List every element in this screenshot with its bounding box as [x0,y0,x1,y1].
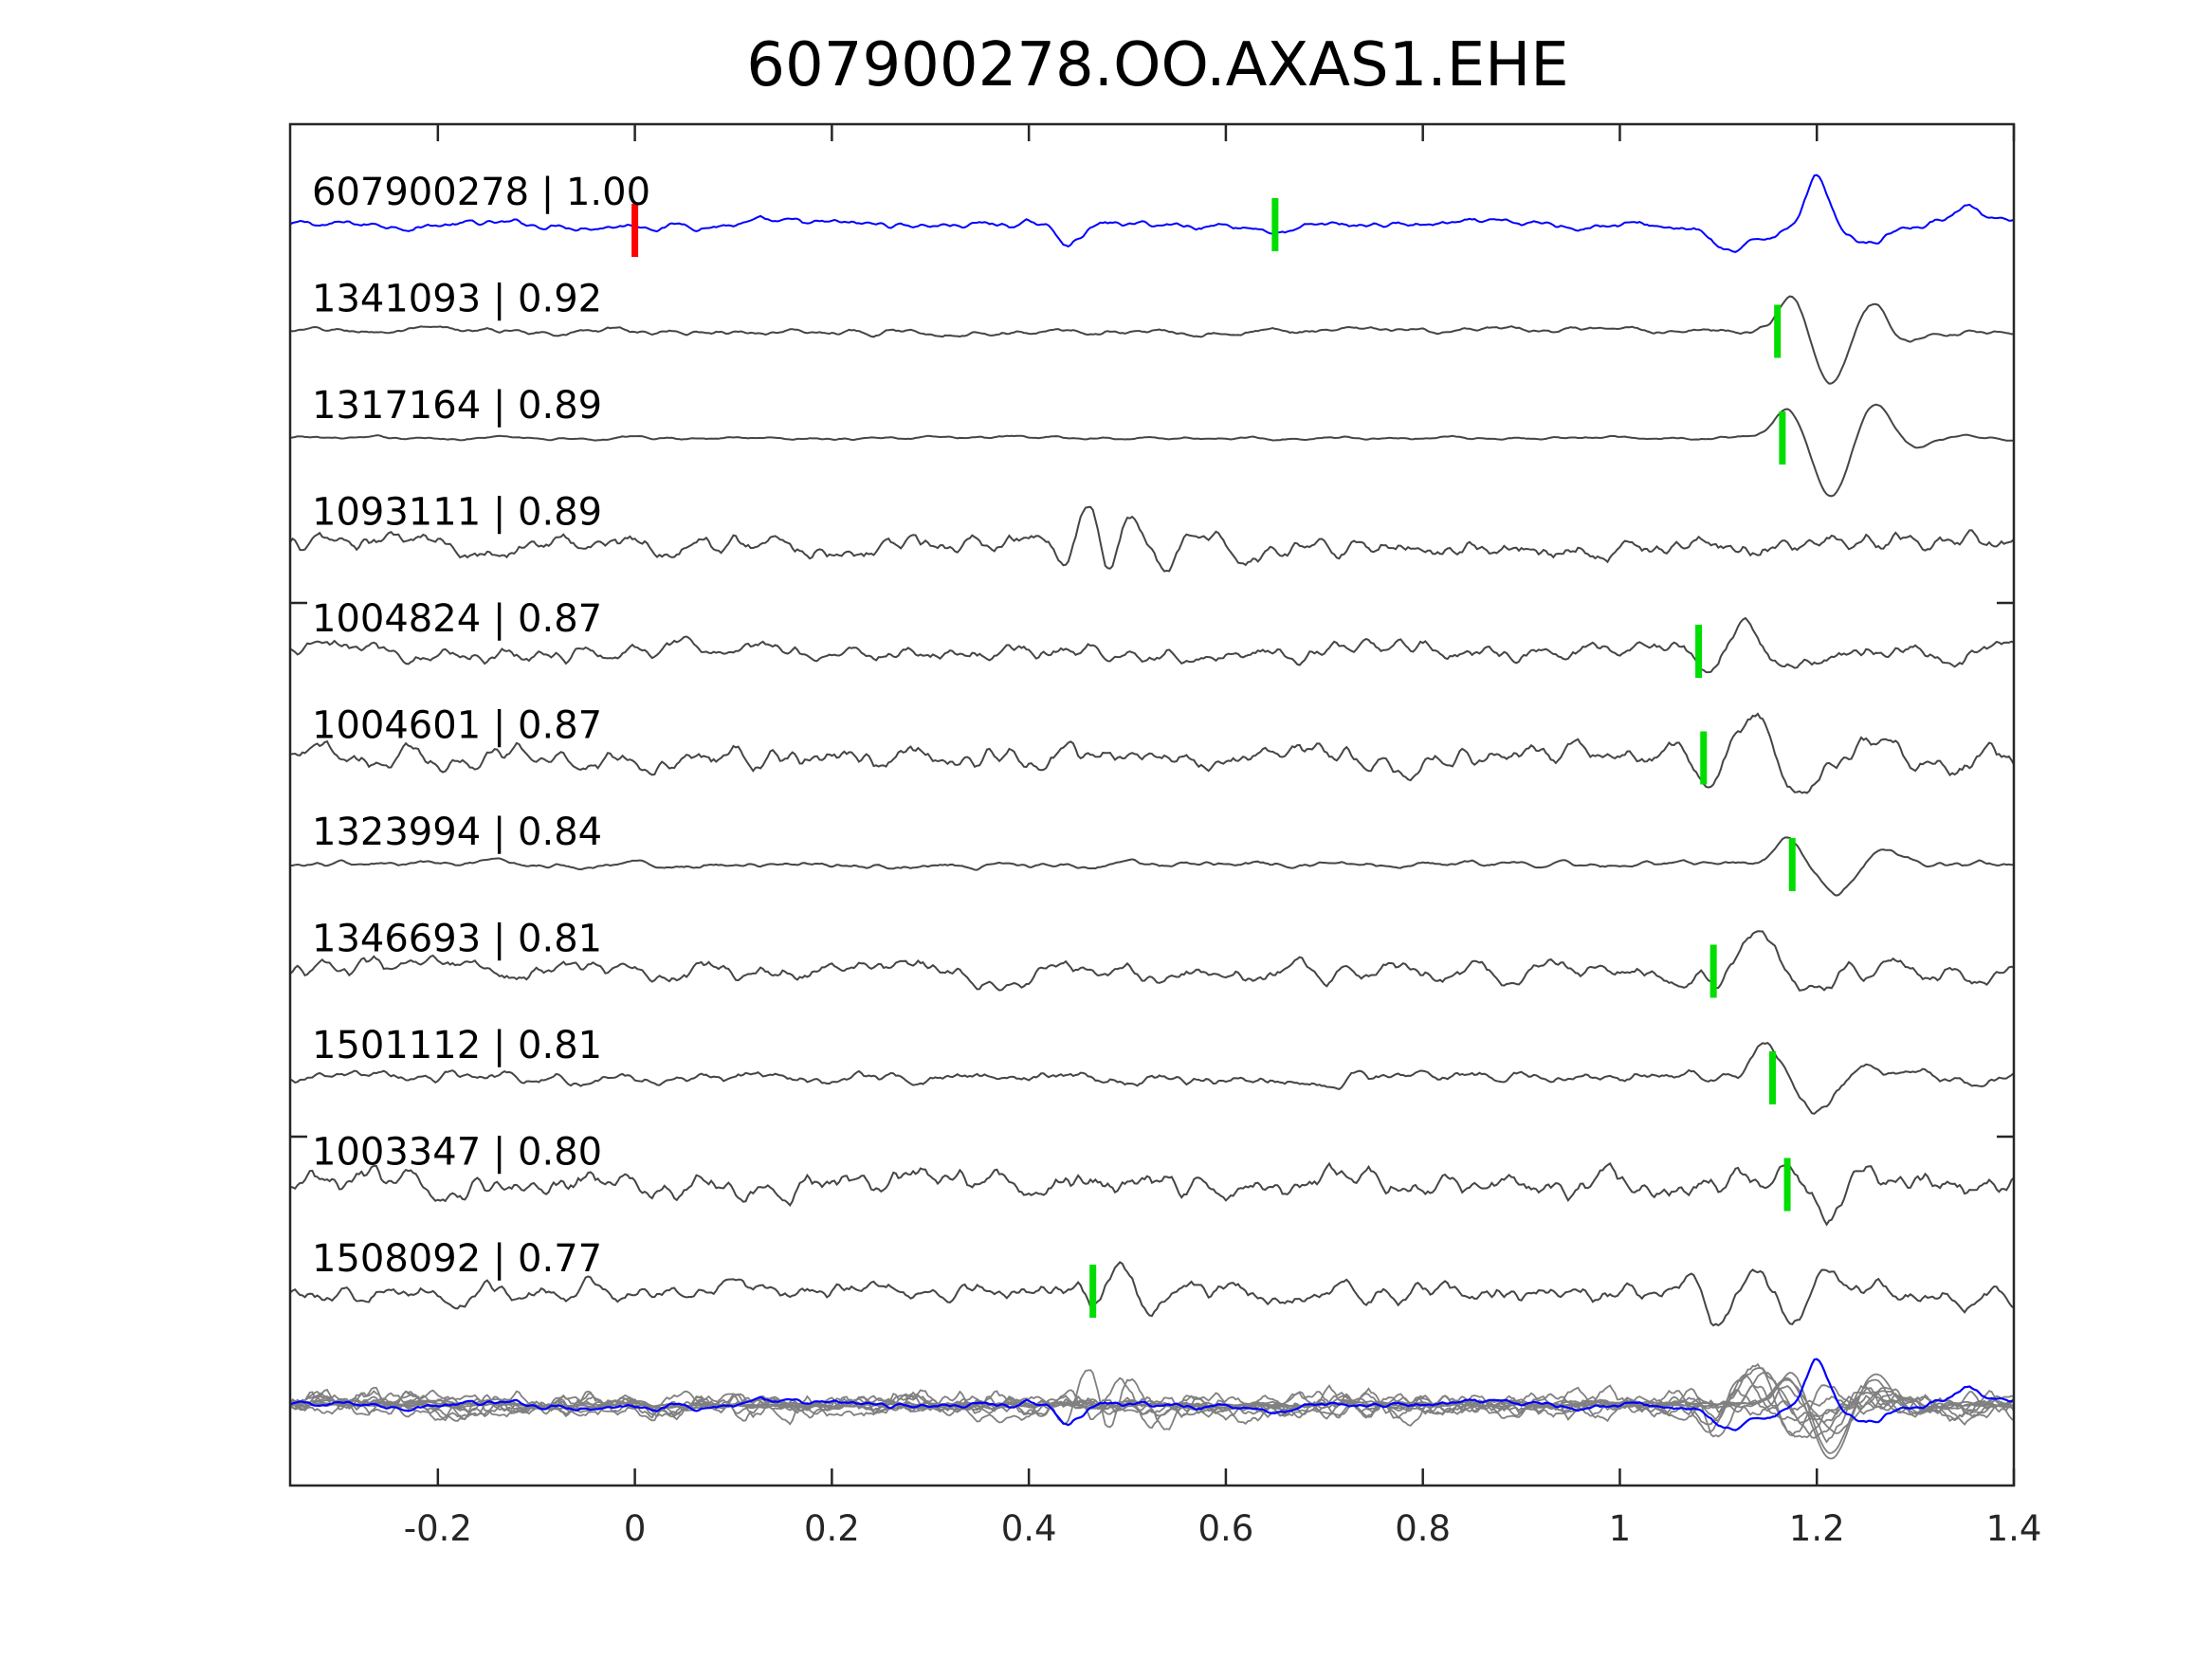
trace-1501112 [289,1041,2015,1115]
trace-label: 1508092 | 0.77 [312,1237,602,1281]
chart-title: 607900278.OO.AXAS1.EHE [746,30,1568,100]
trace-label: 1093111 | 0.89 [312,491,602,535]
trace-label: 1004601 | 0.87 [312,704,602,748]
trace-1093111 [289,505,2015,573]
trace-label: 607900278 | 1.00 [312,171,650,214]
trace-1004824 [289,616,2015,674]
trace-label: 1341093 | 0.92 [312,278,602,321]
trace-1341093 [289,295,2015,385]
trace-label: 1501112 | 0.81 [312,1024,602,1067]
trace-1003347 [289,1161,2015,1227]
stack-template-trace [289,1358,2015,1431]
trace-label: 1004824 | 0.87 [312,597,602,641]
x-tick-label: 0.4 [1001,1508,1057,1549]
x-tick-label: 0.2 [804,1508,860,1549]
traces-layer [289,173,2015,1460]
trace-1508092 [289,1261,2015,1327]
trace-1004601 [289,712,2015,794]
trace-labels-layer: 607900278 | 1.00 1341093 | 0.92 1317164 | … [312,171,650,1281]
x-tick-label: 0.6 [1197,1508,1253,1549]
trace-1323994 [290,836,2015,897]
x-tick-label: 0.8 [1395,1508,1451,1549]
trace-label: 1317164 | 0.89 [312,384,602,428]
stack-trace [289,1384,2015,1444]
x-tick-label: 1.2 [1789,1508,1845,1549]
trace-607900278 [289,173,2015,253]
trace-label: 1003347 | 0.80 [312,1131,602,1175]
picks-layer [631,198,1796,1318]
trace-1317164 [289,403,2015,498]
x-tick-label: -0.2 [404,1508,472,1549]
x-axis: -0.2 0 0.2 0.4 0.6 0.8 1 1.2 1.4 [290,124,2041,1549]
axes-frame [288,122,2016,1487]
x-tick-label: 0 [624,1508,647,1549]
x-tick-label: 1 [1609,1508,1632,1549]
trace-1346693 [289,930,2015,992]
trace-label: 1346693 | 0.81 [312,918,602,961]
trace-label: 1323994 | 0.84 [312,811,602,854]
x-tick-label: 1.4 [1986,1508,2042,1549]
